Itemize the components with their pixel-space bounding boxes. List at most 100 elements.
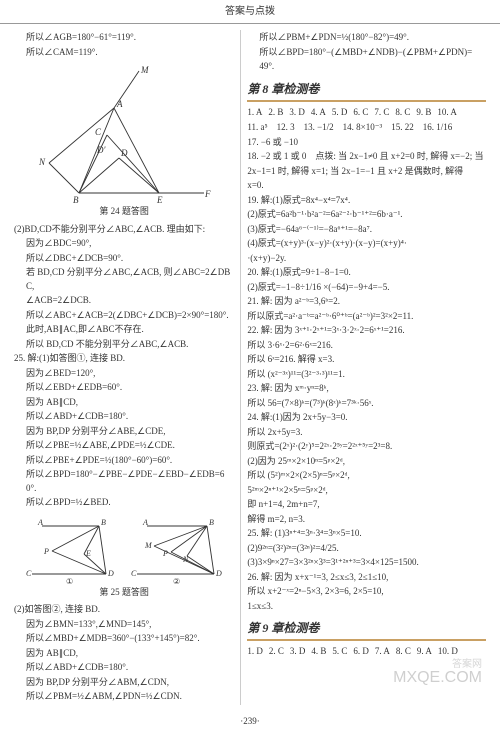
answer-item: 4. B bbox=[311, 645, 326, 659]
text-line: 2x−1=1 时, 解得 x=1; 当 2x−1=−1 且 x+2 是偶数时, … bbox=[247, 165, 486, 179]
svg-text:D': D' bbox=[96, 145, 106, 155]
text-line: 因为∠BMN=133°,∠MND=145°, bbox=[14, 618, 234, 632]
header-title: 答案与点拨 bbox=[225, 6, 275, 17]
text-line: 因为∠BED=120°, bbox=[14, 367, 234, 381]
text-line: ∠ACB=2∠DCB. bbox=[14, 294, 234, 308]
svg-text:D: D bbox=[215, 569, 222, 578]
answer-item: 9. B bbox=[416, 106, 431, 120]
svg-text:A: A bbox=[142, 518, 148, 527]
text-line: 若 BD,CD 分别平分∠ABC,∠ACB, 则∠ABC=2∠DBC, bbox=[14, 266, 234, 293]
text-line: 即 n+1=4, 2m+n=7, bbox=[247, 498, 486, 512]
text-line: 所以 BD,CD 不能分别平分∠ABC,∠ACB. bbox=[14, 338, 234, 352]
svg-text:P: P bbox=[43, 547, 49, 556]
watermark-main: MXQE.COM bbox=[393, 666, 482, 690]
answer-item: 1. D bbox=[247, 645, 263, 659]
text-line: 所以 x+2⁻ˣ=2ⁿ−5×3, 2×3=6, 2×5=10, bbox=[247, 585, 486, 599]
text-line: 25. 解:(1)如答图①, 连接 BD. bbox=[14, 352, 234, 366]
answer-item: 1. A bbox=[247, 106, 262, 120]
text-line: 所以 6ˣ=216. 解得 x=3. bbox=[247, 353, 486, 367]
text-line: 1≤x≤3. bbox=[247, 600, 486, 614]
figure-25: AB PE CD ① AB M bbox=[14, 514, 234, 600]
answer-item: 7. A bbox=[375, 645, 390, 659]
answer-item: 10. A bbox=[437, 106, 457, 120]
answer-item: 2. C bbox=[269, 645, 284, 659]
text-line: 所以∠BPD=180°−∠PBE−∠PDE−∠EBD−∠EDB=60°. bbox=[14, 468, 234, 495]
text-line: 22. 解: 因为 3ˣ⁺¹·2ˣ⁺¹=3ˣ·3·2ˣ·2=6ˣ⁺¹=216. bbox=[247, 324, 486, 338]
text-line: (2)9²ⁿ=(3²)²ⁿ=(3²ⁿ)²=4/25. bbox=[247, 542, 486, 556]
text-line: 所以 2x+5y=3. bbox=[247, 426, 486, 440]
content-columns: 所以∠AGB=180°−61°=119°. 所以∠CAM=119°. bbox=[0, 24, 500, 711]
text-line: 因为 BP,DP 分别平分∠ABE,∠CDE, bbox=[14, 425, 234, 439]
text-line: 所以∠BPD=180°−(∠MBD+∠NDB)−(∠PBM+∠PDN)= bbox=[247, 46, 486, 60]
answer-row: 1. A 2. B 3. D 4. A 5. D 6. C 7. C 8. C 9. B 10. … bbox=[247, 106, 486, 120]
text-line: 25. 解: (1)3ⁿ⁺⁴=3ⁿ·3⁴=3ⁿ×5=10. bbox=[247, 527, 486, 541]
answer-item: 6. D bbox=[353, 645, 369, 659]
text-line: 所以∠DBC+∠DCB=90°. bbox=[14, 252, 234, 266]
text-line: (3)原式=−64a⁶⁻⁽⁻¹⁾=−8a⁶⁺¹=−8a⁷. bbox=[247, 223, 486, 237]
text-line: 所以 3·6ˣ·2=6²·6ˣ=216. bbox=[247, 339, 486, 353]
text-line: 所以∠PBM=½∠ABM,∠PDN=½∠CDN. bbox=[14, 690, 234, 704]
page-number: ·239· bbox=[0, 711, 500, 732]
svg-text:F: F bbox=[204, 189, 211, 199]
text-line: ·(x+y)−2y. bbox=[247, 252, 486, 266]
svg-text:M: M bbox=[144, 541, 153, 550]
text-line: 所以∠EBD+∠EDB=60°. bbox=[14, 381, 234, 395]
text-line: 24. 解:(1)因为 2x+5y−3=0. bbox=[247, 411, 486, 425]
text-line: 因为 AB∥CD, bbox=[14, 647, 234, 661]
text-line: 所以∠BPD=½∠BED. bbox=[14, 496, 234, 510]
svg-text:①: ① bbox=[66, 577, 73, 584]
text-line: (2)原式=−1−8÷1/16 ×(−64)=−9+4=−5. bbox=[247, 281, 486, 295]
text-line: 所以原式=a²·a⁻ᵇ=a²⁻ᵇ·6⁰⁺ᵇ=(a²⁻ᵇ)²=3²×2=11. bbox=[247, 310, 486, 324]
text-line: (2)如答图②, 连接 BD. bbox=[14, 603, 234, 617]
svg-text:A: A bbox=[37, 518, 43, 527]
svg-text:B: B bbox=[101, 518, 106, 527]
answer-item: 3. D bbox=[289, 106, 305, 120]
answer-item: 6. C bbox=[353, 106, 368, 120]
text-line: 11. a⁵ 12. 3 13. −1/2 14. 8×10⁻³ 15. 22 … bbox=[247, 121, 486, 135]
text-line: 5²ᵐ×2ⁿ⁺¹×2×5ⁿ=5ᵖ×2ᵈ, bbox=[247, 484, 486, 498]
svg-text:N: N bbox=[38, 157, 46, 167]
text-line: (2)因为 25ᵐ×2×10ⁿ=5ᵖ×2ᵈ, bbox=[247, 455, 486, 469]
text-line: (2)BD,CD不能分别平分∠ABC,∠ACB. 理由如下: bbox=[14, 223, 234, 237]
answer-item: 5. C bbox=[332, 645, 347, 659]
svg-text:A: A bbox=[116, 99, 123, 109]
right-column: 所以∠PBM+∠PDN=½(180°−82°)=49°. 所以∠BPD=180°… bbox=[240, 30, 486, 705]
svg-text:D: D bbox=[107, 569, 114, 578]
left-column: 所以∠AGB=180°−61°=119°. 所以∠CAM=119°. bbox=[14, 30, 240, 705]
answer-item: 4. A bbox=[311, 106, 326, 120]
answer-item: 2. B bbox=[268, 106, 283, 120]
svg-text:M: M bbox=[140, 65, 149, 75]
text-line: 所以∠CAM=119°. bbox=[14, 46, 234, 60]
section-9-title: 第 9 章检测卷 bbox=[247, 619, 486, 641]
svg-text:E: E bbox=[156, 195, 163, 203]
answer-item: 5. D bbox=[332, 106, 348, 120]
text-line: 因为 BP,DP 分别平分∠ABM,∠CDN, bbox=[14, 676, 234, 690]
answer-item: 7. C bbox=[374, 106, 389, 120]
text-line: 18. −2 或 1 或 0 点拨: 当 2x−1≠0 且 x+2=0 时, 解… bbox=[247, 150, 486, 164]
text-line: 49°. bbox=[247, 60, 486, 74]
svg-text:②: ② bbox=[173, 577, 180, 584]
text-line: 17. −6 或 −10 bbox=[247, 136, 486, 150]
text-line: 所以∠PBE=½∠ABE,∠PDE=½∠CDE. bbox=[14, 439, 234, 453]
text-line: 因为∠BDC=90°, bbox=[14, 237, 234, 251]
text-line: (3)3×9ⁿ×27=3×3²ⁿ×3³=3¹⁺²ⁿ⁺³=3×4×125=1500… bbox=[247, 556, 486, 570]
text-line: 所以∠PBM+∠PDN=½(180°−82°)=49°. bbox=[247, 31, 486, 45]
answer-row: 1. D2. C3. D4. B5. C6. D7. A8. C9. A10. … bbox=[247, 645, 486, 659]
text-line: 所以∠ABD+∠CDB=180°. bbox=[14, 661, 234, 675]
answer-item: 8. C bbox=[395, 106, 410, 120]
text-line: 21. 解: 因为 a²⁻ᵇ=3,6ᵇ=2. bbox=[247, 295, 486, 309]
answer-item: 9. A bbox=[417, 645, 432, 659]
page-header: 答案与点拨 bbox=[0, 0, 500, 24]
text-line: 此时,AB∥AC,即∠ABC不存在. bbox=[14, 323, 234, 337]
text-line: 所以 56=(7×8)ᵏ=(7³)ᵏ(8ˣ)ᵏ=7³ᵏ·56ˣ. bbox=[247, 397, 486, 411]
text-line: (2)原式=6a²b⁻¹·b²a⁻²=6a²⁻²·b⁻¹⁺²=6b·a⁻¹. bbox=[247, 208, 486, 222]
svg-text:C: C bbox=[26, 569, 32, 578]
svg-text:N: N bbox=[182, 555, 189, 564]
svg-text:B: B bbox=[209, 518, 214, 527]
text-line: 所以∠ABC+∠ACB=2(∠DBC+∠DCB)=2×90°=180°. bbox=[14, 309, 234, 323]
text-line: 解得 m=2, n=3. bbox=[247, 513, 486, 527]
text-line: 所以 (x²⁻³ˣ)¹¹=(3²⁻³·³)¹¹=1. bbox=[247, 368, 486, 382]
text-line: 则原式=(2ˣ)²·(2ʸ)⁵=2²ˣ·2⁵ʸ=2²ˣ⁺⁵ʸ=2³=8. bbox=[247, 440, 486, 454]
svg-text:C: C bbox=[131, 569, 137, 578]
figure-25-svg: AB PE CD ① AB M bbox=[19, 514, 229, 584]
